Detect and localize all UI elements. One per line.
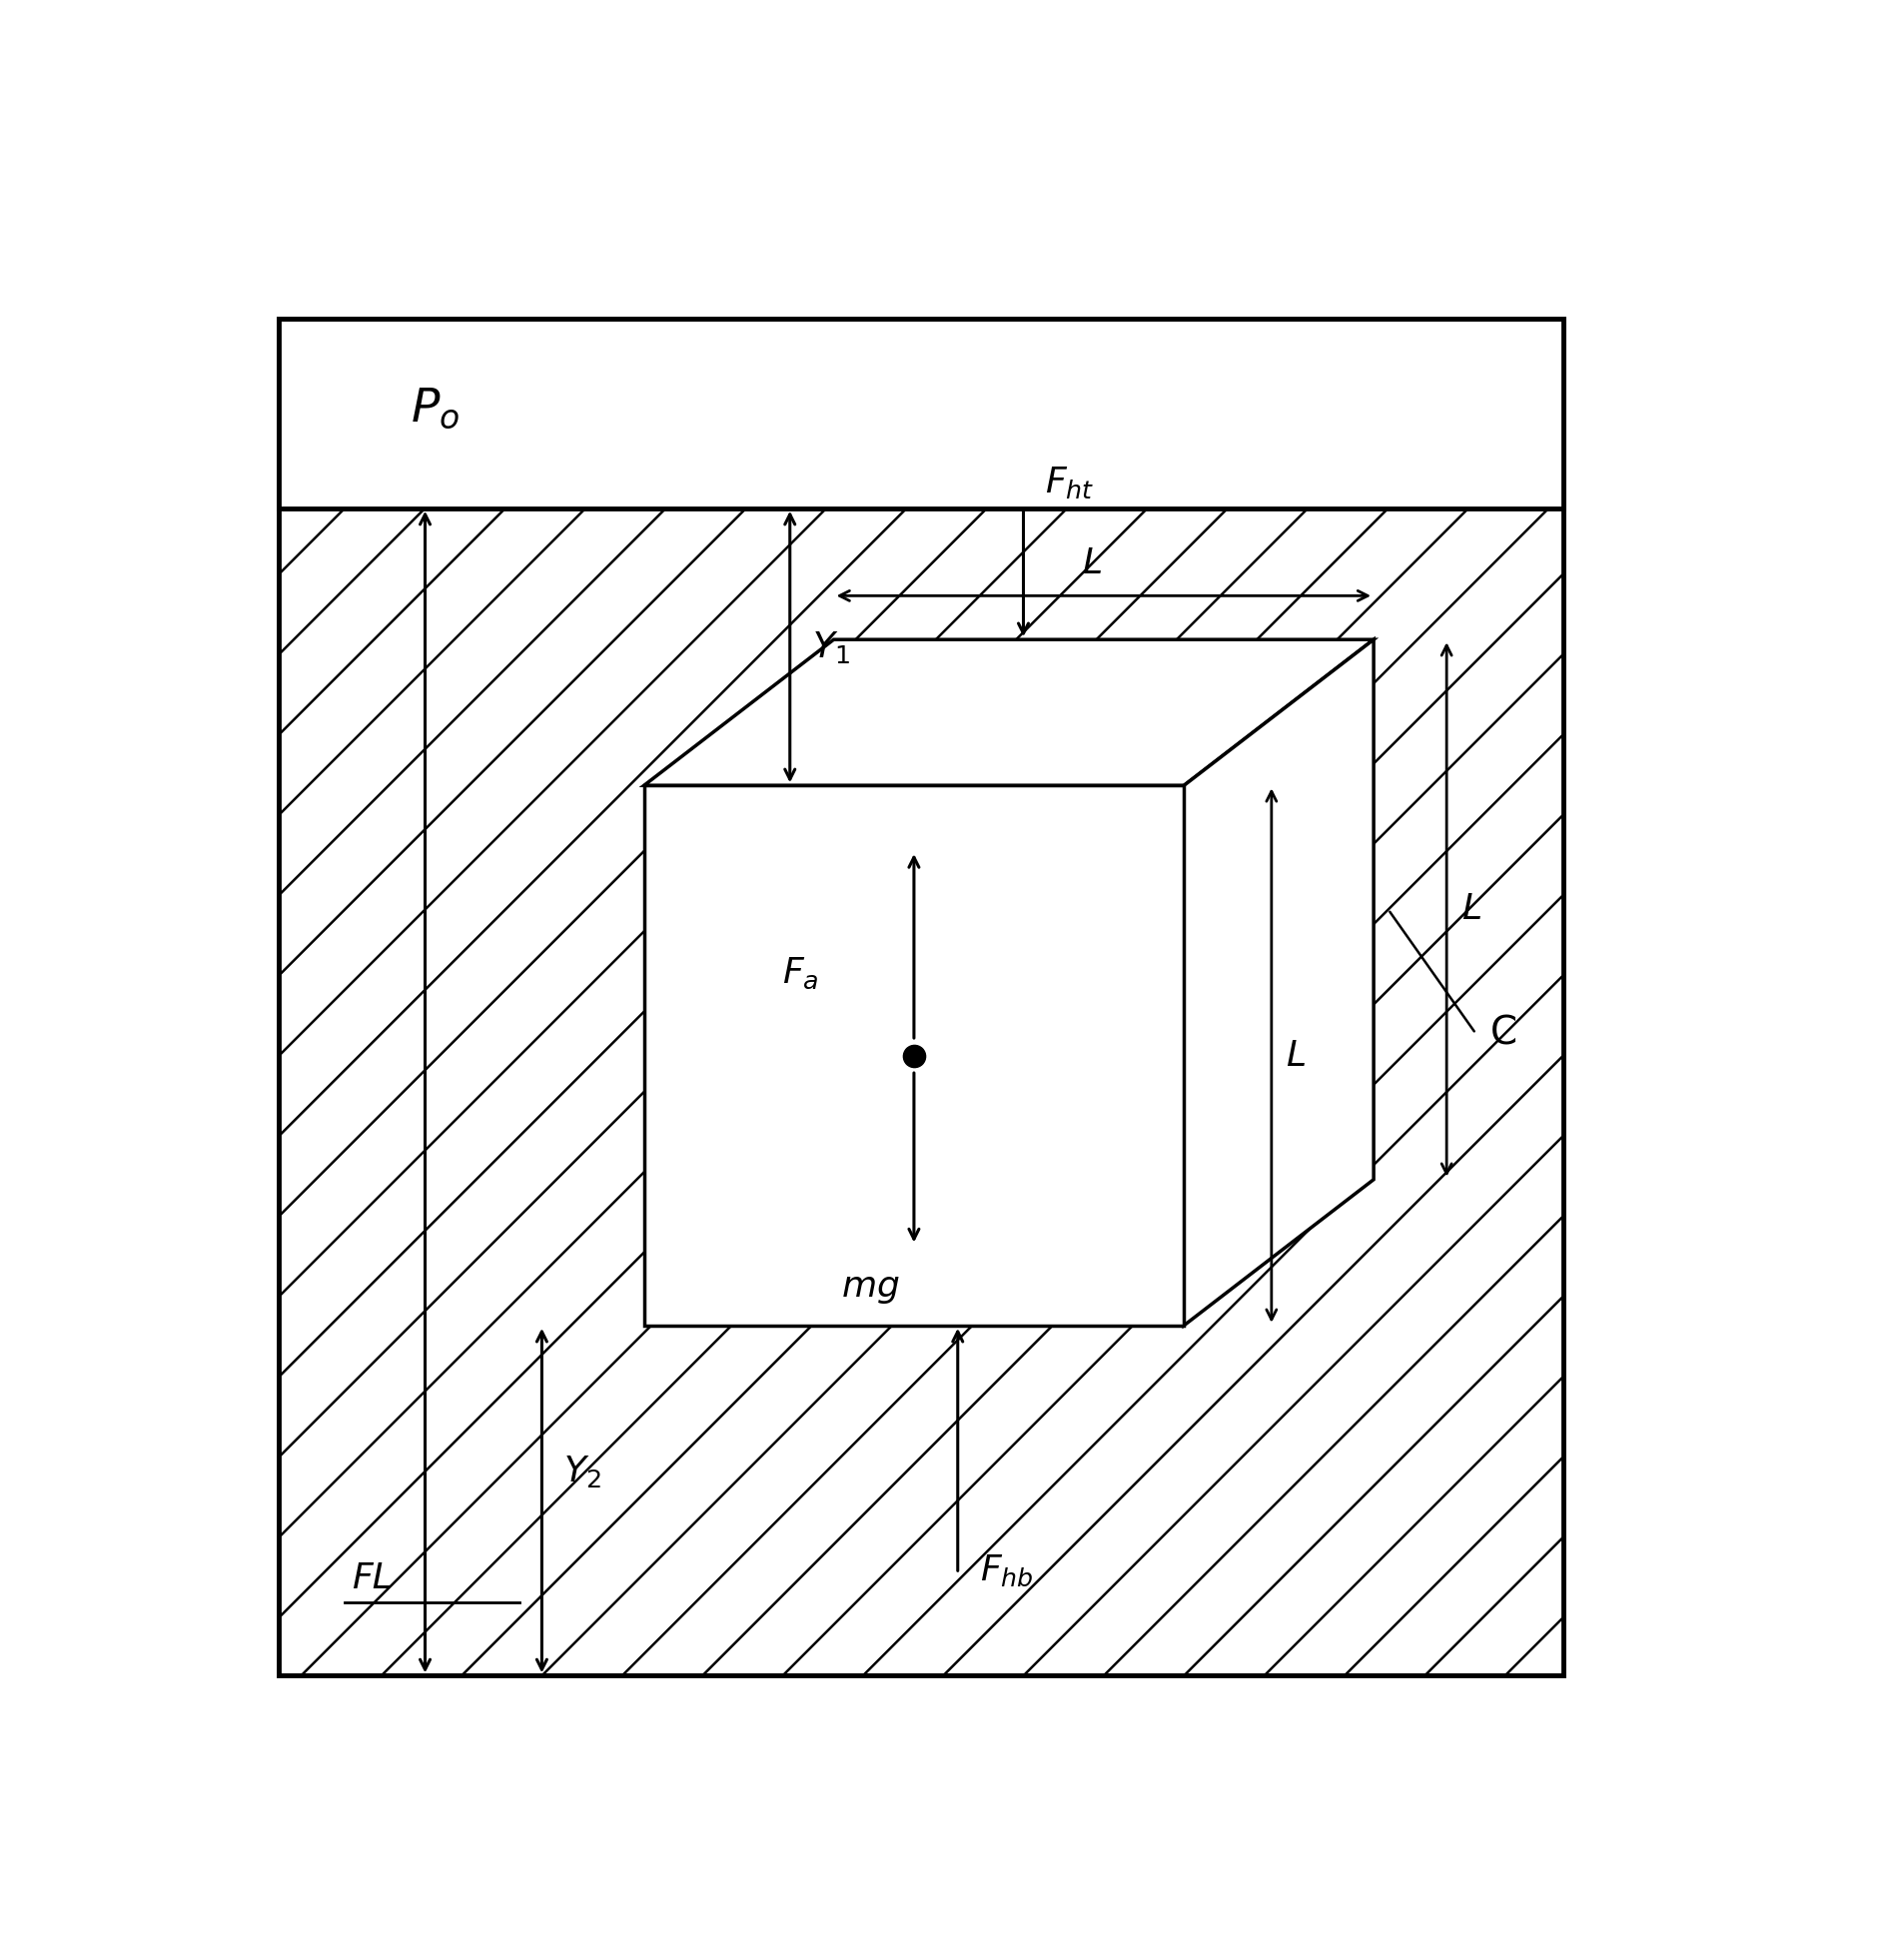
Text: $Y_1$: $Y_1$ [812, 629, 849, 664]
Text: $F_{hb}$: $F_{hb}$ [979, 1554, 1034, 1590]
Text: $F_a$: $F_a$ [783, 955, 819, 990]
Text: $F_{ht}$: $F_{ht}$ [1045, 465, 1094, 502]
Text: $mg$: $mg$ [842, 1272, 900, 1305]
Text: $Y_2$: $Y_2$ [563, 1454, 601, 1490]
Text: $L$: $L$ [1286, 1039, 1307, 1072]
Text: $L$: $L$ [1081, 547, 1102, 580]
Bar [279, 318, 1563, 508]
Text: C: C [1491, 1015, 1518, 1053]
Text: $L$: $L$ [1461, 892, 1482, 927]
Text: FL: FL [352, 1562, 394, 1595]
Text: $P_o$: $P_o$ [410, 386, 459, 431]
Bar [279, 508, 1563, 1676]
Polygon shape [644, 639, 1373, 786]
Bar [279, 318, 1563, 1676]
Polygon shape [644, 786, 1184, 1325]
Polygon shape [1184, 639, 1373, 1325]
